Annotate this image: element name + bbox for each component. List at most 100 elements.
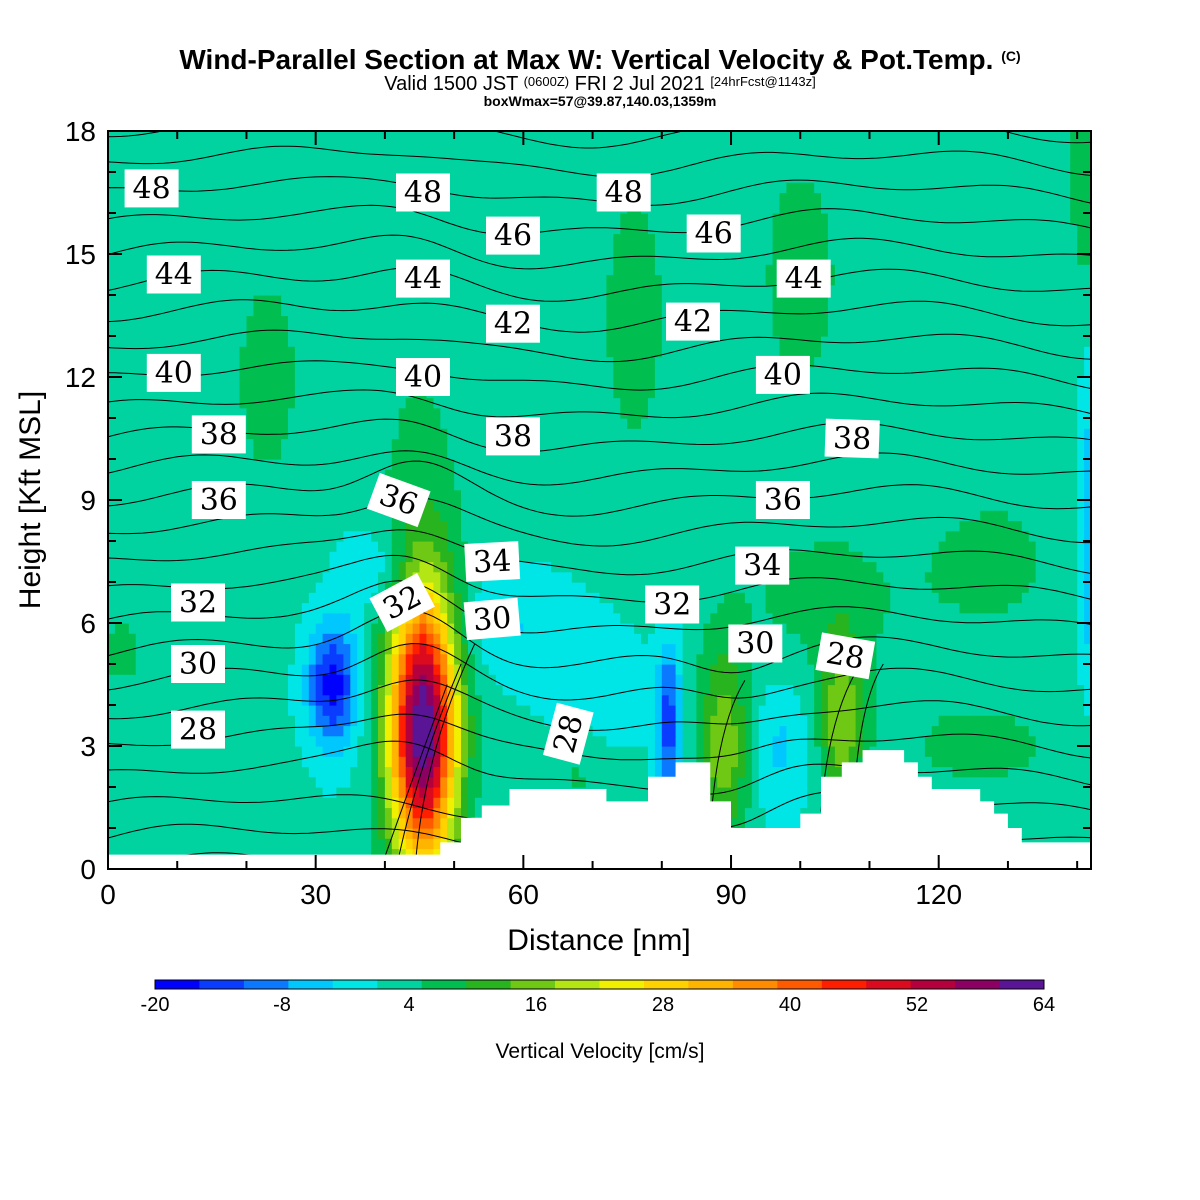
w-cell — [447, 766, 455, 778]
w-cell — [308, 684, 317, 696]
theta-label-box — [366, 472, 431, 528]
w-cell — [294, 643, 310, 655]
colorbar-swatch — [955, 980, 1000, 989]
w-cell — [717, 602, 753, 614]
w-cell — [350, 715, 358, 727]
w-cell — [412, 787, 421, 798]
w-cell — [447, 633, 455, 645]
w-cell — [378, 817, 386, 829]
w-cell — [530, 705, 656, 716]
w-cell — [378, 653, 386, 665]
w-cell — [364, 623, 372, 634]
theta-label: 30 — [463, 597, 521, 641]
w-cell — [1077, 602, 1085, 614]
w-cell — [398, 746, 407, 757]
w-cell — [661, 284, 774, 296]
w-cell — [696, 735, 704, 747]
w-cell — [447, 817, 455, 829]
w-cell — [654, 664, 663, 675]
w-cell — [357, 746, 372, 757]
w-cell — [378, 582, 386, 593]
w-cell — [398, 776, 407, 788]
w-cell — [1077, 643, 1091, 655]
w-cell — [1070, 131, 1091, 142]
w-cell — [391, 448, 448, 460]
w-cell — [419, 643, 427, 655]
w-cell — [343, 674, 351, 686]
w-cell — [931, 756, 1030, 768]
w-cell — [876, 735, 926, 747]
w-cell — [807, 766, 822, 778]
w-cell — [682, 643, 704, 655]
w-cell — [364, 674, 372, 686]
w-cell — [731, 766, 746, 778]
theta-label: 38 — [486, 417, 540, 456]
w-cell — [108, 500, 386, 511]
w-cell — [454, 715, 462, 727]
w-cell — [807, 735, 815, 747]
w-cell — [350, 705, 358, 716]
theta-contour-line — [108, 450, 1091, 486]
w-cell — [481, 643, 663, 655]
w-cell — [980, 510, 1009, 522]
w-cell — [336, 787, 372, 798]
theta-contour-line — [384, 684, 448, 857]
w-cell — [613, 366, 656, 378]
w-cell — [1084, 705, 1091, 716]
w-cell — [779, 202, 822, 214]
w-cell — [108, 828, 372, 839]
w-cell — [821, 192, 1071, 204]
w-cell — [821, 694, 829, 706]
w-cell — [308, 725, 324, 737]
w-cell — [468, 592, 476, 604]
w-cell — [710, 746, 739, 757]
chart-title-block: Wind-Parallel Section at Max W: Vertical… — [0, 40, 1200, 108]
w-cell — [426, 623, 434, 634]
w-cell — [454, 787, 462, 798]
theta-label-text: 38 — [200, 417, 238, 452]
colorbar-swatch — [510, 980, 556, 989]
w-cell — [461, 664, 469, 675]
w-cell — [419, 684, 427, 696]
w-cell — [433, 756, 441, 768]
w-cell — [315, 653, 324, 665]
w-cell — [696, 684, 711, 696]
w-cell — [606, 325, 663, 337]
theta-label: 46 — [686, 214, 741, 253]
w-cell — [440, 776, 448, 788]
w-cell — [246, 315, 289, 327]
w-cell — [772, 612, 836, 624]
w-cell — [1077, 377, 1091, 388]
w-cell — [468, 746, 476, 757]
w-cell — [758, 766, 808, 778]
w-cell — [454, 735, 462, 747]
w-cell — [433, 633, 441, 645]
w-cell — [398, 633, 407, 645]
w-cell — [288, 674, 303, 686]
w-cell — [654, 715, 663, 727]
w-cell — [474, 735, 483, 747]
w-cell — [294, 397, 407, 409]
w-cell — [384, 787, 393, 798]
w-cell — [613, 387, 656, 399]
theta-contour-line — [108, 360, 1091, 391]
w-cell — [661, 336, 781, 347]
w-cell — [654, 674, 663, 686]
w-cell — [308, 664, 317, 675]
w-cell — [350, 612, 365, 624]
w-cell — [613, 356, 656, 368]
w-cell — [786, 746, 808, 757]
w-cell — [398, 694, 407, 706]
w-cell — [343, 694, 351, 706]
w-cell — [703, 735, 711, 747]
w-cell — [108, 243, 614, 255]
w-cell — [239, 366, 296, 378]
w-cell — [779, 561, 877, 573]
colorbar-tick-label: -20 — [141, 994, 170, 1016]
w-cell — [288, 705, 310, 716]
w-cell — [329, 715, 337, 727]
w-cell — [405, 817, 414, 829]
w-cell — [288, 428, 400, 440]
w-cell — [391, 561, 400, 573]
w-cell — [751, 694, 767, 706]
